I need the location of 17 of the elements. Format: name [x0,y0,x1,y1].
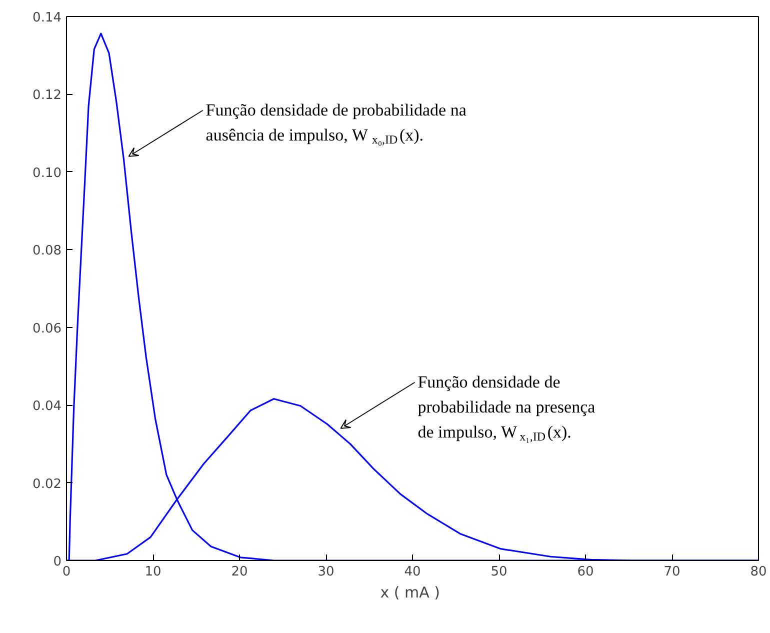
y-tick-label: 0.04 [32,399,62,414]
y-tick-label: 0.08 [32,244,62,259]
x-tick-label: 30 [318,564,334,580]
x-tick-label: 60 [577,564,594,580]
x-tick-label: 50 [490,564,508,580]
y-tick-label: 0.02 [32,476,62,492]
x-tick-label: 20 [231,564,248,580]
y-tick-label: 0.10 [32,166,62,181]
x-tick-label: 80 [750,564,767,580]
x-tick-label: 70 [664,564,680,580]
x-tick-label: 10 [144,564,162,580]
y-tick-label: 0.14 [32,10,62,26]
x-tick-label: 40 [404,564,421,580]
x-axis-title: x ( mA ) [380,584,440,602]
y-tick-label: 0.06 [32,321,62,336]
y-tick-label: 0.12 [32,88,62,104]
y-tick-label: 0 [53,554,62,570]
